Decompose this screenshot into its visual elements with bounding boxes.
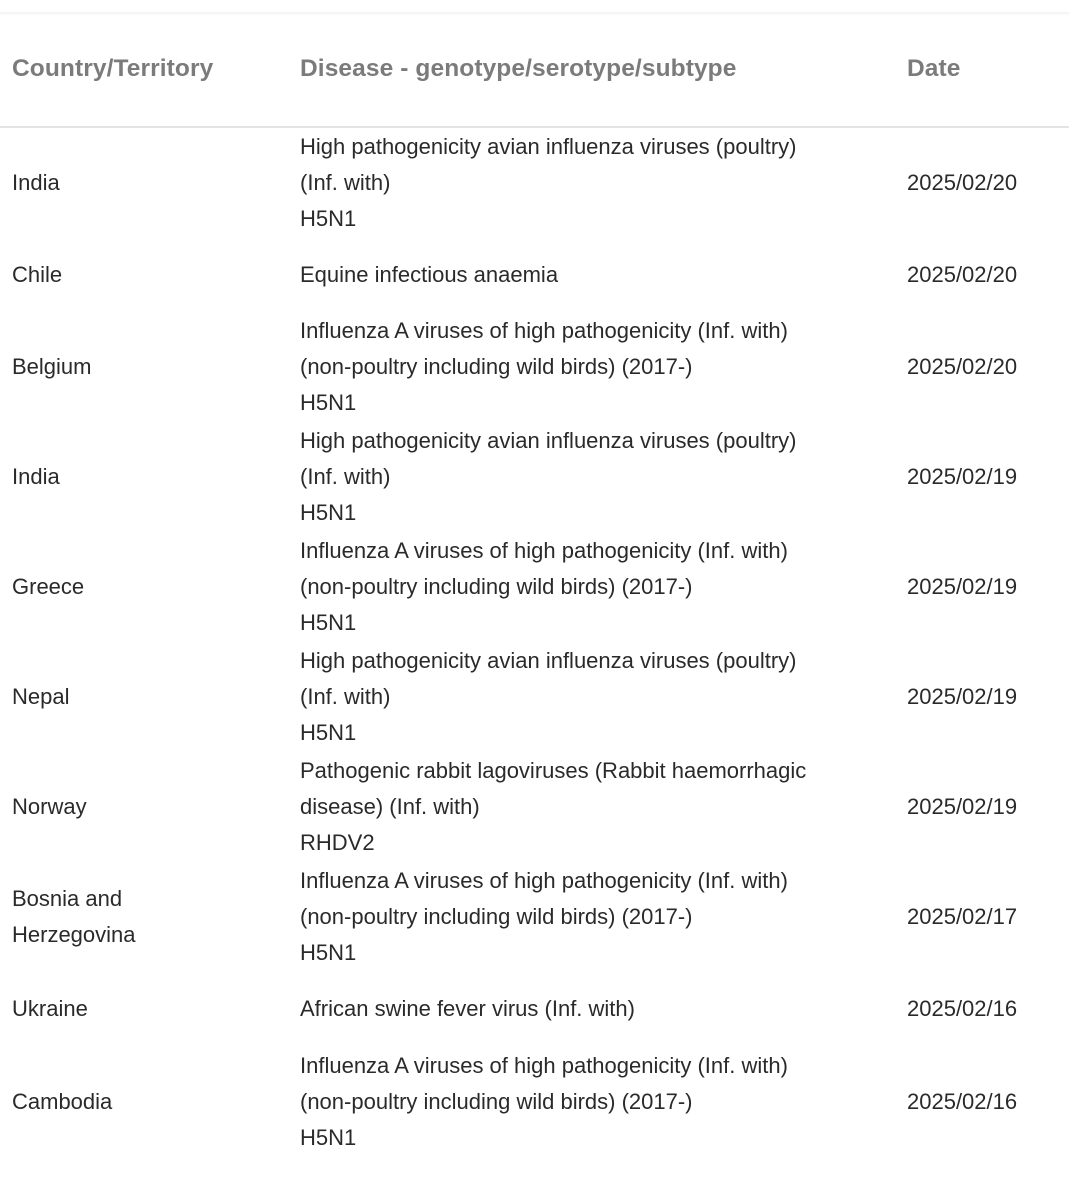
country-cell-line: Norway: [12, 794, 87, 819]
disease-cell-line: H5N1: [300, 610, 357, 635]
disease-cell-line: Pathogenic rabbit lagoviruses (Rabbit ha…: [300, 758, 807, 783]
disease-cell-line: H5N1: [300, 1125, 357, 1150]
country-cell: Norway: [12, 789, 282, 825]
date-cell: 2025/02/19: [907, 684, 1018, 709]
table-top-border: [0, 12, 1069, 15]
disease-cell-line: Influenza A viruses of high pathogenicit…: [300, 318, 788, 343]
country-cell: Bosnia and Herzegovina: [12, 881, 282, 953]
disease-cell-line: H5N1: [300, 500, 357, 525]
column-header-country[interactable]: Country/Territory: [12, 55, 214, 82]
disease-cell: High pathogenicity avian influenza virus…: [300, 129, 880, 237]
country-cell-line: Cambodia: [12, 1089, 113, 1114]
disease-cell-line: High pathogenicity avian influenza virus…: [300, 648, 797, 673]
disease-cell-line: Equine infectious anaemia: [300, 262, 559, 287]
table-header: Country/Territory Disease - genotype/ser…: [0, 15, 1069, 128]
country-cell: Cambodia: [12, 1084, 282, 1120]
disease-cell-line: (Inf. with): [300, 684, 391, 709]
country-cell-line: Nepal: [12, 684, 70, 709]
disease-cell-line: (non-poultry including wild birds) (2017…: [300, 574, 693, 599]
disease-cell-line: (non-poultry including wild birds) (2017…: [300, 354, 693, 379]
disease-cell-line: Influenza A viruses of high pathogenicit…: [300, 538, 788, 563]
country-cell-line: Greece: [12, 574, 85, 599]
date-cell: 2025/02/16: [907, 1089, 1018, 1114]
country-cell-line: India: [12, 464, 60, 489]
column-header-disease[interactable]: Disease - genotype/serotype/subtype: [300, 55, 737, 82]
country-cell: India: [12, 165, 282, 201]
disease-cell-line: (Inf. with): [300, 170, 391, 195]
country-cell: Belgium: [12, 349, 282, 385]
disease-cell-line: (Inf. with): [300, 464, 391, 489]
country-cell: Chile: [12, 257, 282, 293]
disease-cell: Influenza A viruses of high pathogenicit…: [300, 863, 880, 971]
date-cell: 2025/02/20: [907, 262, 1018, 287]
disease-cell-line: disease) (Inf. with): [300, 794, 480, 819]
disease-cell: Influenza A viruses of high pathogenicit…: [300, 1048, 880, 1156]
disease-cell: Equine infectious anaemia: [300, 257, 880, 293]
column-header-date[interactable]: Date: [907, 55, 961, 82]
country-cell-line: Ukraine: [12, 996, 88, 1021]
disease-cell-line: H5N1: [300, 390, 357, 415]
country-cell-line: Chile: [12, 262, 63, 287]
disease-cell: High pathogenicity avian influenza virus…: [300, 423, 880, 531]
disease-cell-line: (non-poultry including wild birds) (2017…: [300, 904, 693, 929]
disease-cell-line: Influenza A viruses of high pathogenicit…: [300, 868, 788, 893]
disease-cell-line: H5N1: [300, 206, 357, 231]
disease-cell: High pathogenicity avian influenza virus…: [300, 643, 880, 751]
disease-cell: African swine fever virus (Inf. with): [300, 991, 880, 1027]
country-cell: Ukraine: [12, 991, 282, 1027]
disease-cell-line: (non-poultry including wild birds) (2017…: [300, 1089, 693, 1114]
disease-cell-line: H5N1: [300, 720, 357, 745]
disease-cell: Influenza A viruses of high pathogenicit…: [300, 313, 880, 421]
country-cell-line: Herzegovina: [12, 922, 136, 947]
disease-cell-line: High pathogenicity avian influenza virus…: [300, 134, 797, 159]
country-cell: India: [12, 459, 282, 495]
date-cell: 2025/02/19: [907, 574, 1018, 599]
disease-cell-line: RHDV2: [300, 830, 375, 855]
country-cell-line: Bosnia and: [12, 886, 123, 911]
country-cell-line: India: [12, 170, 60, 195]
date-cell: 2025/02/20: [907, 354, 1018, 379]
disease-cell-line: H5N1: [300, 940, 357, 965]
disease-cell-line: African swine fever virus (Inf. with): [300, 996, 635, 1021]
country-cell-line: Belgium: [12, 354, 92, 379]
disease-cell: Influenza A viruses of high pathogenicit…: [300, 533, 880, 641]
outbreak-table: Country/Territory Disease - genotype/ser…: [0, 15, 1069, 1150]
date-cell: 2025/02/19: [907, 794, 1018, 819]
date-cell: 2025/02/19: [907, 464, 1018, 489]
country-cell: Greece: [12, 569, 282, 605]
disease-cell-line: High pathogenicity avian influenza virus…: [300, 428, 797, 453]
disease-cell-line: Influenza A viruses of high pathogenicit…: [300, 1053, 788, 1078]
date-cell: 2025/02/17: [907, 904, 1018, 929]
date-cell: 2025/02/20: [907, 170, 1018, 195]
country-cell: Nepal: [12, 679, 282, 715]
disease-cell: Pathogenic rabbit lagoviruses (Rabbit ha…: [300, 753, 880, 861]
date-cell: 2025/02/16: [907, 996, 1018, 1021]
